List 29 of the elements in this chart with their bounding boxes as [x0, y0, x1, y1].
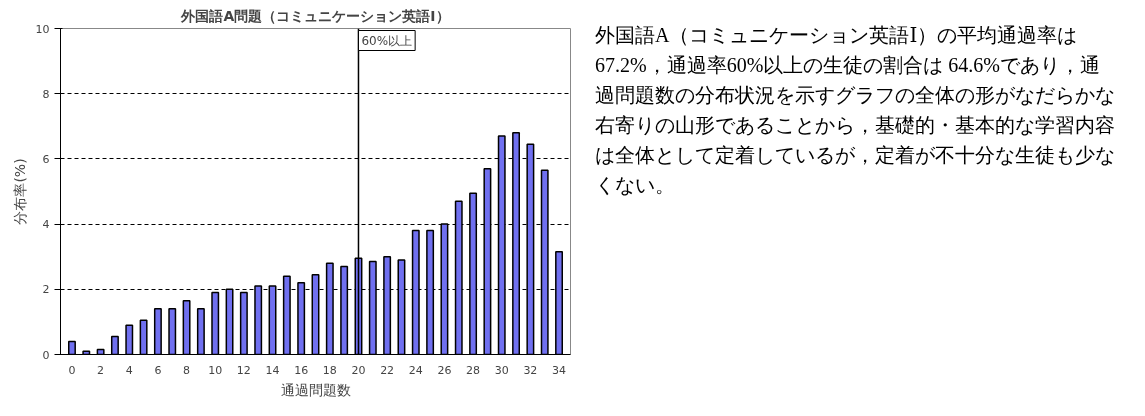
y-tick-label: 2	[42, 283, 50, 297]
text: 外国語A（コミュニケーション英語Ⅰ）の平均通過率は67.2%，通過率60%以上の生徒の割合は 64.6%であり，通過問題数の分布状況を示すグラフの全体の形がなだらかな右寄りの山形であることから，基礎的・基本的な学習内容は全体として定着しているが，定着が不十分な生徒も少なくない。	[595, 23, 1115, 198]
y-tick-label: 4	[42, 218, 50, 232]
x-tick-label: 6	[154, 363, 162, 377]
x-tick-label: 28	[466, 363, 481, 377]
x-tick-label: 16	[294, 363, 309, 377]
y-tick-label: 10	[35, 22, 50, 36]
y-tick-label: 6	[42, 152, 50, 166]
x-tick-label: 18	[322, 363, 337, 377]
x-tick-label: 22	[380, 363, 395, 377]
x-axis-title: 通過問題数	[280, 381, 351, 398]
y-tick-label: 0	[42, 348, 50, 362]
x-tick-label: 10	[208, 363, 223, 377]
x-tick-label: 8	[183, 363, 191, 377]
x-tick-label: 32	[523, 363, 538, 377]
y-tick-label: 8	[42, 87, 50, 101]
x-tick-label: 30	[494, 363, 509, 377]
chart-title: 外国語A問題（コミュニケーション英語Ⅰ）	[180, 7, 450, 24]
x-tick-label: 24	[408, 363, 423, 377]
ref-line-label: 60%以上	[361, 33, 413, 48]
y-axis-title: 分布率(%)	[11, 158, 28, 225]
x-tick-label: 14	[265, 363, 280, 377]
x-tick-label: 2	[97, 363, 105, 377]
x-tick-label: 20	[351, 363, 366, 377]
x-tick-label: 26	[437, 363, 452, 377]
x-tick-label: 34	[552, 363, 567, 377]
x-tick-label: 12	[236, 363, 251, 377]
x-tick-label: 0	[68, 363, 76, 377]
x-tick-label: 4	[125, 363, 133, 377]
